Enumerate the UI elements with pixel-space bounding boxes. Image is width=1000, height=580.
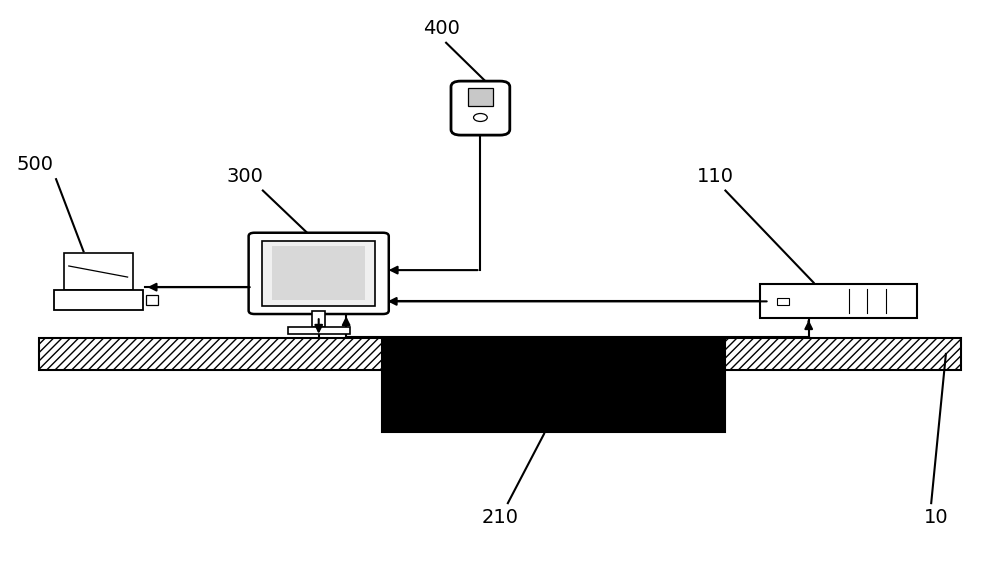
Bar [777, 298, 789, 304]
Bar [146, 295, 158, 305]
Text: 300: 300 [227, 167, 264, 186]
Bar [760, 284, 917, 318]
Text: 400: 400 [423, 19, 460, 38]
Bar [262, 241, 375, 306]
Bar [468, 88, 493, 106]
Bar [272, 246, 365, 300]
Bar [382, 338, 725, 432]
Bar [64, 253, 132, 290]
FancyBboxPatch shape [249, 233, 389, 314]
FancyBboxPatch shape [451, 81, 510, 135]
Bar [39, 338, 961, 369]
Text: 10: 10 [924, 508, 948, 527]
Bar [288, 327, 350, 335]
Text: 500: 500 [16, 155, 53, 175]
Circle shape [474, 114, 487, 121]
Text: 210: 210 [482, 508, 518, 527]
Bar [54, 290, 143, 310]
Bar [312, 311, 325, 327]
Text: 110: 110 [697, 167, 734, 186]
